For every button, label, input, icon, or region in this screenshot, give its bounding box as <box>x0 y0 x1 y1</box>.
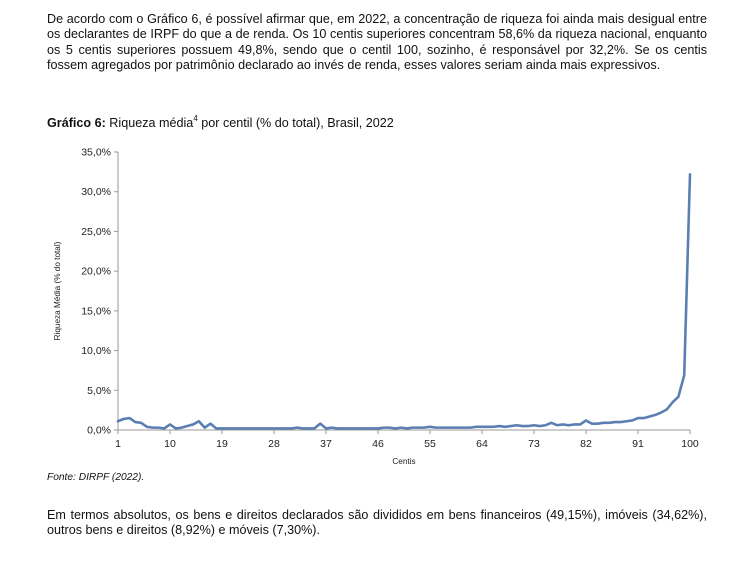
x-axis-title: Centis <box>392 457 415 466</box>
y-tick-label: 30,0% <box>81 186 111 198</box>
figure-source: Fonte: DIRPF (2022). <box>47 472 145 483</box>
x-tick-label: 64 <box>476 438 488 450</box>
y-axis-title: Riqueza Média (% do total) <box>53 241 62 340</box>
x-tick-label: 100 <box>681 438 699 450</box>
y-tick-label: 25,0% <box>81 226 111 238</box>
x-axis: 1 10 19 28 37 46 55 64 73 82 91 100 <box>115 429 699 450</box>
y-tick-label: 35,0% <box>81 147 111 159</box>
closing-paragraph: Em termos absolutos, os bens e direitos … <box>47 508 707 538</box>
y-tick-label: 15,0% <box>81 305 111 317</box>
figure-title: Gráfico 6: Riqueza média4 por centil (% … <box>47 114 394 130</box>
x-tick-label: 82 <box>580 438 592 450</box>
x-tick-label: 1 <box>115 438 121 450</box>
y-tick-label: 20,0% <box>81 266 111 278</box>
x-tick-label: 46 <box>372 438 384 450</box>
x-tick-label: 19 <box>216 438 228 450</box>
x-tick-label: 28 <box>268 438 280 450</box>
series-line <box>116 172 692 430</box>
y-tick-label: 10,0% <box>81 345 111 357</box>
intro-paragraph: De acordo com o Gráfico 6, é possível af… <box>47 12 707 73</box>
x-tick-label: 91 <box>632 438 644 450</box>
x-tick-label: 10 <box>164 438 176 450</box>
y-tick-label: 5,0% <box>87 385 111 397</box>
footnote-marker: 4 <box>193 114 198 123</box>
x-tick-label: 73 <box>528 438 540 450</box>
x-tick-label: 37 <box>320 438 332 450</box>
figure-title-main: Riqueza média <box>105 116 194 130</box>
y-axis: 0,0% 5,0% 10,0% 15,0% 20,0% 25,0% 30,0% 35,0% <box>81 147 119 437</box>
figure-label: Gráfico 6: <box>47 116 106 130</box>
x-tick-label: 55 <box>424 438 436 450</box>
figure-title-rest: por centil (% do total), Brasil, 2022 <box>197 116 394 130</box>
wealth-by-centile-chart: 0,0% 5,0% 10,0% 15,0% 20,0% 25,0% 30,0% 35,0% 1… <box>53 147 699 467</box>
y-tick-label: 0,0% <box>87 425 111 437</box>
